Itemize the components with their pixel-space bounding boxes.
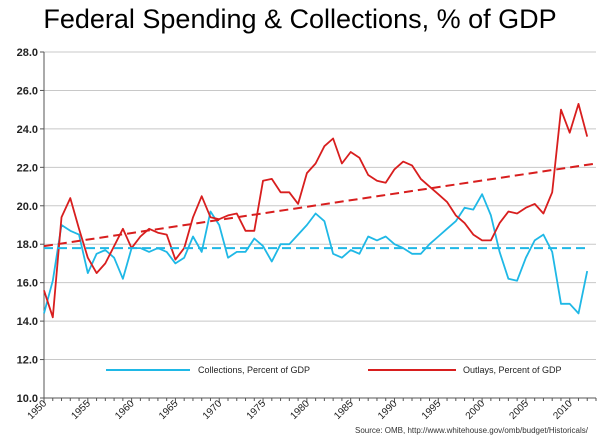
y-tick-label: 22.0 — [17, 162, 38, 174]
axes — [40, 51, 597, 403]
x-tick-label: 1970 — [201, 398, 225, 422]
series-line-outlays — [43, 103, 589, 319]
x-tick-label: 1955 — [69, 398, 93, 422]
outlays-trend-line — [43, 162, 597, 248]
legend-label: Outlays, Percent of GDP — [463, 365, 562, 375]
x-tick-label: 1960 — [113, 398, 137, 422]
x-tick-label: 1980 — [288, 398, 312, 422]
x-tick-label: 2005 — [508, 398, 532, 422]
y-tick-label: 24.0 — [17, 124, 38, 136]
series-lines — [43, 103, 597, 319]
x-tick-label: 1975 — [245, 398, 269, 422]
source-note: Source: OMB, http://www.whitehouse.gov/o… — [355, 426, 588, 435]
x-tick-label: 1965 — [157, 398, 181, 422]
y-tick-label: 12.0 — [17, 355, 38, 367]
y-axis-ticks: 10.0 12.0 14.0 16.0 18.0 20.0 22.0 24.0 26.0 28.0 — [17, 47, 38, 405]
y-tick-label: 14.0 — [17, 316, 38, 328]
y-tick-label: 28.0 — [17, 47, 38, 59]
x-tick-label: 1985 — [332, 398, 356, 422]
y-tick-label: 20.0 — [17, 201, 38, 213]
y-tick-label: 10.0 — [17, 393, 38, 405]
x-tick-label: 2000 — [464, 398, 488, 422]
series-line-collections — [43, 193, 589, 315]
x-tick-label: 1995 — [420, 398, 444, 422]
chart-title: Federal Spending & Collections, % of GDP — [43, 4, 557, 34]
x-axis-ticks: 1950 1955 1960 1965 1970 1975 1980 1985 1990 1995… — [26, 398, 576, 422]
x-tick-label: 1990 — [376, 398, 400, 422]
y-tick-label: 18.0 — [17, 239, 38, 251]
grid — [44, 51, 596, 399]
legend: Collections, Percent of GDP Outlays, Perc… — [106, 365, 562, 375]
y-tick-label: 16.0 — [17, 278, 38, 290]
legend-label: Collections, Percent of GDP — [198, 365, 310, 375]
x-tick-label: 2010 — [551, 398, 575, 422]
y-tick-label: 26.0 — [17, 85, 38, 97]
